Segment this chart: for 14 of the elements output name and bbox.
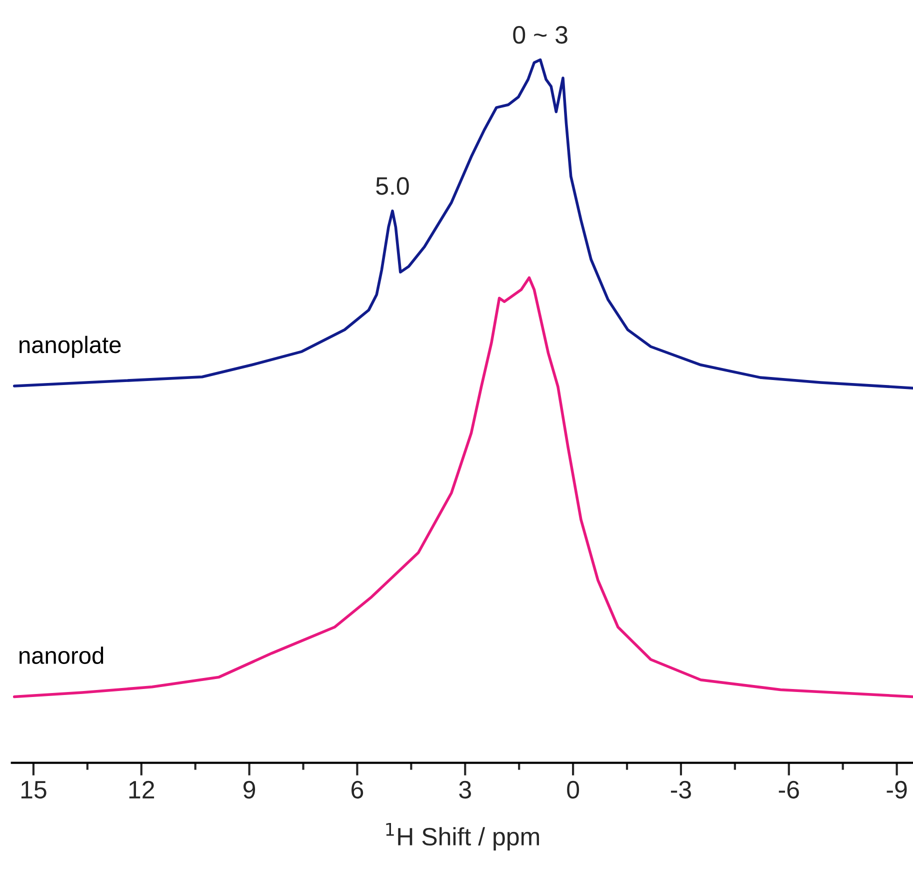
x-tick-label: 15 xyxy=(21,781,46,799)
x-tick-label: 3 xyxy=(459,780,471,799)
x-tick-label: -6 xyxy=(778,780,799,799)
annotation: 5.0 xyxy=(376,177,409,195)
series-label: nanoplate xyxy=(20,336,121,358)
x-tick-label: 6 xyxy=(352,780,364,799)
x-tick-label: 12 xyxy=(129,780,154,798)
x-tick-label: -9 xyxy=(886,780,907,799)
annotation: 0 ~ 3 xyxy=(513,26,568,44)
series-label: nanorod xyxy=(20,646,104,664)
x-tick-label: 9 xyxy=(244,780,256,799)
x-tick-label: -3 xyxy=(670,780,691,799)
x-axis-title: $^{1}$H Shift / ppm xyxy=(386,822,539,850)
x-tick-label: 0 xyxy=(567,780,580,799)
